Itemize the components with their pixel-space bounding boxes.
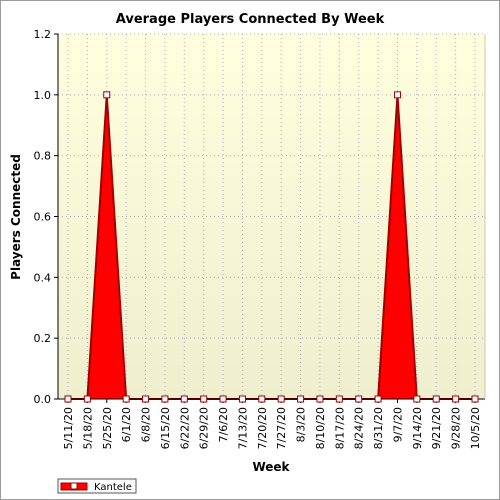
- x-tick-label: 6/29/20: [198, 407, 211, 449]
- data-point: [452, 395, 460, 403]
- y-tick-label: 0.0: [34, 393, 52, 406]
- data-point: [103, 91, 111, 99]
- data-point: [374, 395, 382, 403]
- x-tick-label: 7/20/20: [256, 407, 269, 449]
- y-axis-ticks: 0.0 0.2 0.4 0.6 0.8 1.0 1.2: [34, 28, 58, 406]
- x-tick-label: 9/28/20: [450, 407, 463, 449]
- legend-label: Kantele: [94, 482, 132, 493]
- data-point: [393, 91, 401, 99]
- x-tick-label: 8/3/20: [295, 407, 308, 442]
- data-point: [83, 395, 91, 403]
- data-point: [355, 395, 363, 403]
- data-point: [258, 395, 266, 403]
- x-axis-title: Week: [252, 460, 290, 474]
- x-tick-label: 8/10/20: [314, 407, 327, 449]
- y-tick-label: 0.6: [34, 211, 52, 224]
- data-point: [180, 395, 188, 403]
- x-axis-ticks: 5/11/20 5/18/20 5/25/20 6/1/20 6/8/20 6/15/20…: [62, 399, 482, 449]
- x-tick-label: 6/8/20: [140, 407, 153, 442]
- legend: Kantele: [57, 478, 137, 494]
- data-point: [122, 395, 130, 403]
- data-point: [297, 395, 305, 403]
- x-tick-label: 8/31/20: [372, 407, 385, 449]
- x-tick-label: 6/22/20: [178, 407, 191, 449]
- data-point: [219, 395, 227, 403]
- x-tick-label: 9/21/20: [430, 407, 443, 449]
- x-tick-label: 8/24/20: [353, 407, 366, 449]
- x-tick-label: 6/15/20: [159, 407, 172, 449]
- x-tick-label: 5/18/20: [81, 407, 94, 449]
- x-tick-label: 9/7/20: [391, 407, 404, 442]
- x-tick-label: 9/14/20: [411, 407, 424, 449]
- y-tick-label: 1.0: [34, 89, 52, 102]
- x-tick-label: 6/1/20: [120, 407, 133, 442]
- y-axis-title: Players Connected: [9, 154, 23, 280]
- data-point: [238, 395, 246, 403]
- data-point: [471, 395, 479, 403]
- data-point: [64, 395, 72, 403]
- x-tick-label: 5/11/20: [62, 407, 75, 449]
- y-tick-label: 1.2: [34, 28, 52, 41]
- x-tick-label: 7/13/20: [236, 407, 249, 449]
- x-tick-label: 5/25/20: [101, 407, 114, 449]
- data-points: [64, 91, 479, 403]
- data-point: [200, 395, 208, 403]
- chart-title: Average Players Connected By Week: [116, 12, 385, 27]
- data-point: [161, 395, 169, 403]
- data-point: [335, 395, 343, 403]
- y-tick-label: 0.2: [34, 332, 52, 345]
- data-point: [142, 395, 150, 403]
- data-point: [432, 395, 440, 403]
- y-tick-label: 0.4: [34, 271, 52, 284]
- data-point: [316, 395, 324, 403]
- y-tick-label: 0.8: [34, 150, 52, 163]
- x-tick-label: 10/5/20: [469, 407, 482, 449]
- legend-marker: [70, 482, 78, 490]
- data-point: [413, 395, 421, 403]
- x-tick-label: 7/27/20: [275, 407, 288, 449]
- x-tick-label: 8/17/20: [333, 407, 346, 449]
- grid-lines: [58, 33, 485, 399]
- data-point: [277, 395, 285, 403]
- x-tick-label: 7/6/20: [217, 407, 230, 442]
